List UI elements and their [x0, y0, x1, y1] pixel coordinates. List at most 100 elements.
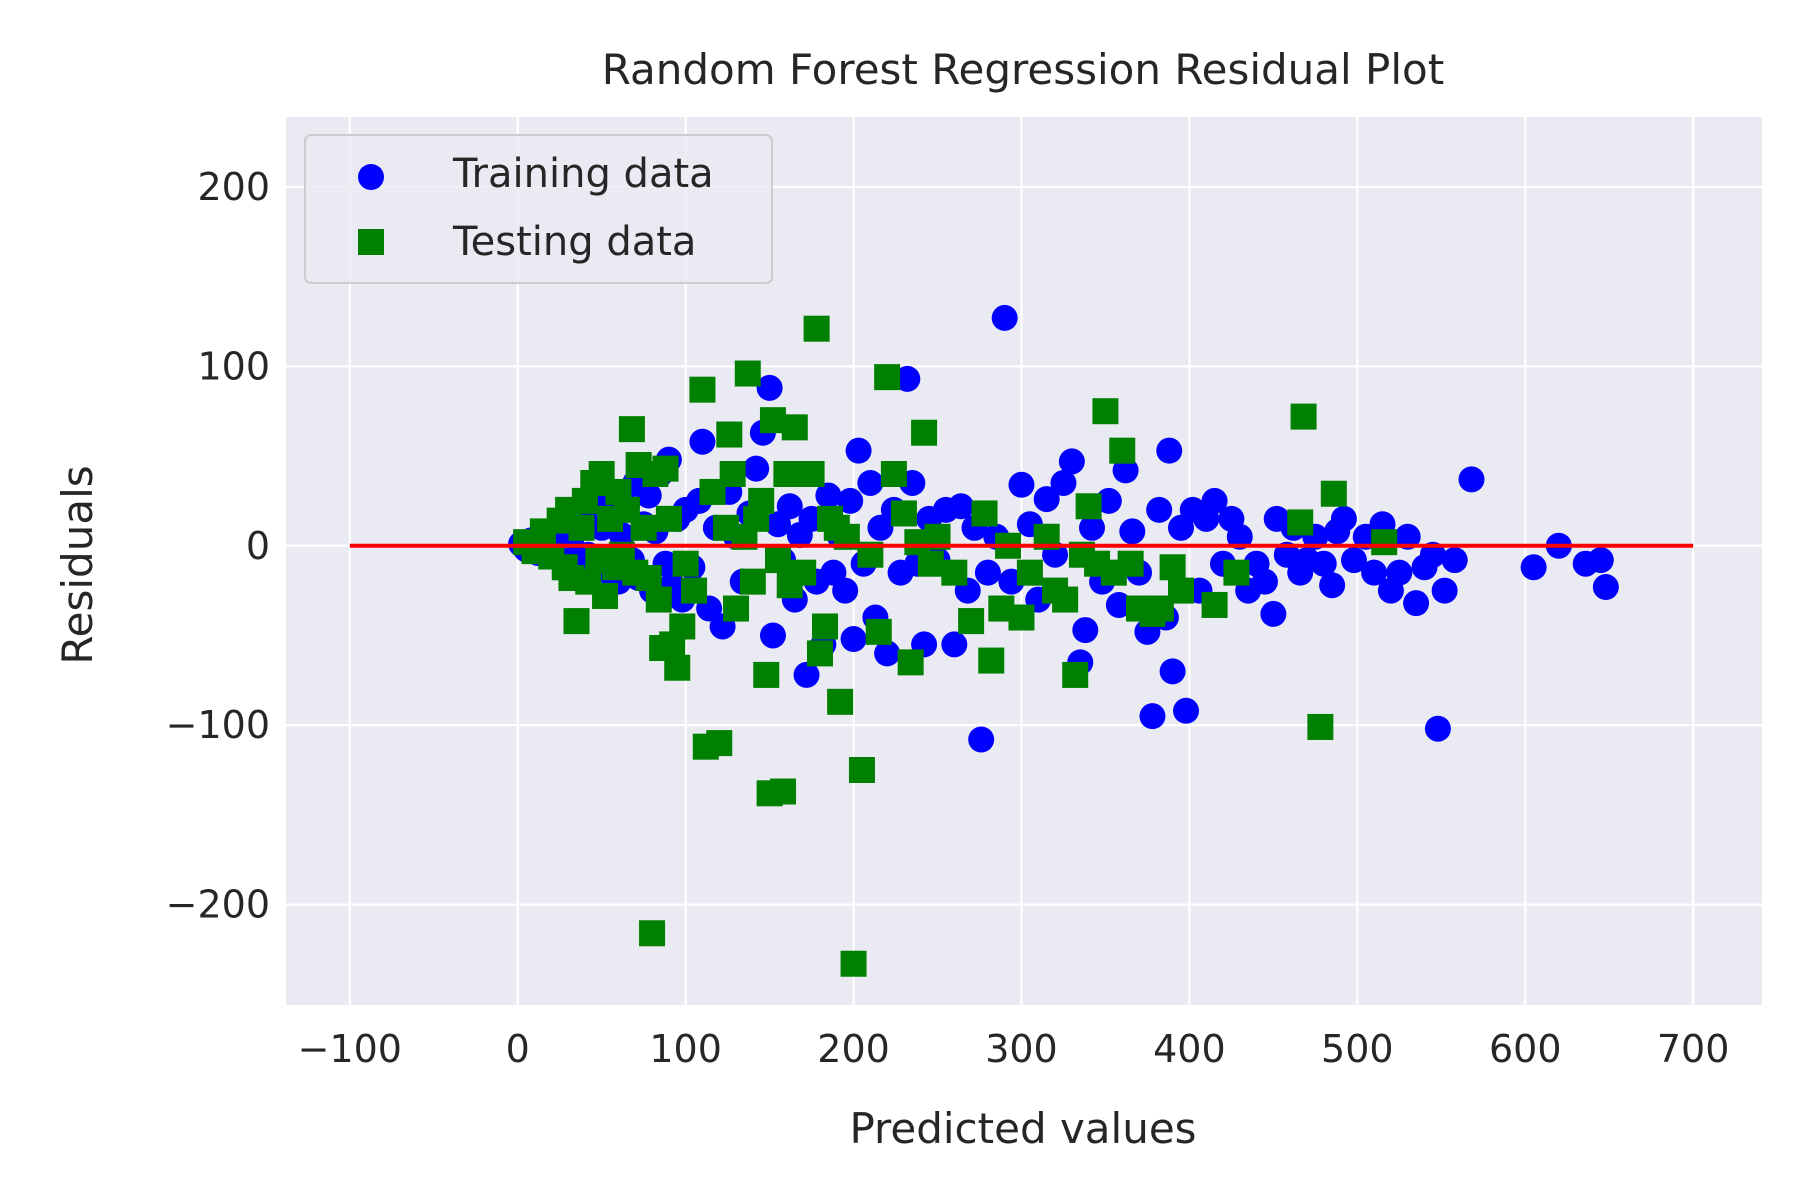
- training-point: [867, 514, 894, 541]
- testing-point: [827, 688, 854, 715]
- testing-point: [798, 460, 825, 487]
- training-point: [1386, 559, 1413, 586]
- testing-point: [664, 654, 691, 681]
- training-point: [1033, 486, 1060, 513]
- training-point: [1251, 568, 1278, 595]
- testing-point: [978, 647, 1005, 674]
- testing-point: [734, 360, 761, 387]
- training-point: [815, 482, 842, 509]
- testing-point: [716, 421, 743, 448]
- testing-point: [1109, 437, 1136, 464]
- testing-point: [1168, 577, 1195, 604]
- testing-point: [773, 460, 800, 487]
- training-point: [1330, 505, 1357, 532]
- testing-point: [958, 608, 985, 635]
- testing-point: [1092, 398, 1119, 425]
- training-point: [1146, 496, 1173, 523]
- testing-point: [874, 364, 901, 391]
- testing-point: [765, 547, 791, 574]
- training-point: [832, 577, 859, 604]
- testing-point: [803, 315, 830, 342]
- training-point: [941, 631, 968, 658]
- training-point: [1431, 577, 1458, 604]
- training-point: [1008, 471, 1035, 498]
- y-tick-label: −200: [166, 883, 270, 927]
- x-tick-label: 100: [649, 1027, 722, 1071]
- training-point: [1260, 600, 1287, 627]
- training-point: [1105, 591, 1132, 618]
- testing-point: [639, 920, 666, 947]
- training-point: [689, 428, 716, 455]
- testing-point: [652, 455, 679, 482]
- testing-series: [513, 315, 1398, 977]
- x-tick-label: 500: [1321, 1027, 1394, 1071]
- testing-point: [672, 550, 699, 577]
- x-tick-label: 600: [1489, 1027, 1562, 1071]
- testing-point: [812, 613, 839, 640]
- testing-point: [917, 550, 944, 577]
- training-point: [1273, 541, 1300, 568]
- testing-point: [770, 778, 797, 805]
- legend-marker-testing: [358, 229, 384, 255]
- testing-point: [790, 559, 817, 586]
- testing-point: [1290, 403, 1317, 430]
- testing-point: [880, 460, 907, 487]
- testing-point: [669, 613, 696, 640]
- testing-point: [1052, 586, 1079, 613]
- testing-point: [781, 414, 808, 441]
- testing-point: [890, 500, 917, 527]
- training-point: [1441, 547, 1468, 574]
- training-point: [1361, 559, 1388, 586]
- testing-point: [806, 640, 833, 667]
- training-point: [1156, 437, 1183, 464]
- testing-point: [1320, 480, 1347, 507]
- testing-point: [618, 416, 645, 443]
- training-point: [1226, 523, 1253, 550]
- x-tick-labels: −100 0 100 200 300 400 500 600 700: [298, 1027, 1730, 1071]
- training-point: [1095, 487, 1122, 514]
- training-point: [1159, 658, 1186, 685]
- testing-point: [645, 586, 672, 613]
- legend-label-training: Training data: [452, 151, 714, 197]
- training-point: [840, 626, 867, 653]
- training-point: [1458, 466, 1485, 493]
- testing-point: [655, 505, 682, 532]
- x-tick-label: 700: [1657, 1027, 1730, 1071]
- testing-point: [1223, 559, 1250, 586]
- testing-point: [630, 514, 657, 541]
- training-point: [894, 365, 921, 392]
- training-point: [948, 493, 975, 520]
- testing-point: [739, 568, 766, 595]
- training-point: [1340, 547, 1367, 574]
- y-tick-label: 100: [197, 344, 270, 388]
- legend-box: [304, 134, 773, 284]
- training-point: [776, 493, 803, 520]
- training-point: [968, 726, 995, 753]
- training-point: [756, 374, 783, 401]
- testing-point: [848, 756, 875, 783]
- training-point: [1587, 547, 1614, 574]
- testing-point: [1062, 661, 1089, 688]
- training-point: [1403, 590, 1430, 617]
- testing-point: [1287, 509, 1314, 536]
- testing-point: [971, 500, 998, 527]
- training-point: [1310, 550, 1337, 577]
- testing-point: [1117, 550, 1144, 577]
- training-point: [845, 437, 872, 464]
- testing-point: [568, 514, 595, 541]
- testing-point: [723, 595, 750, 622]
- training-point: [793, 661, 820, 688]
- training-point: [1419, 541, 1446, 568]
- legend-marker-training: [358, 164, 384, 190]
- training-point: [743, 455, 770, 482]
- testing-point: [911, 419, 938, 446]
- legend: Training data Testing data: [304, 134, 773, 284]
- testing-point: [865, 618, 892, 645]
- training-point: [1424, 715, 1451, 742]
- x-tick-label: −100: [298, 1027, 402, 1071]
- training-point: [759, 622, 786, 649]
- training-point: [1592, 574, 1619, 601]
- training-point: [1173, 697, 1200, 724]
- training-point: [874, 640, 901, 667]
